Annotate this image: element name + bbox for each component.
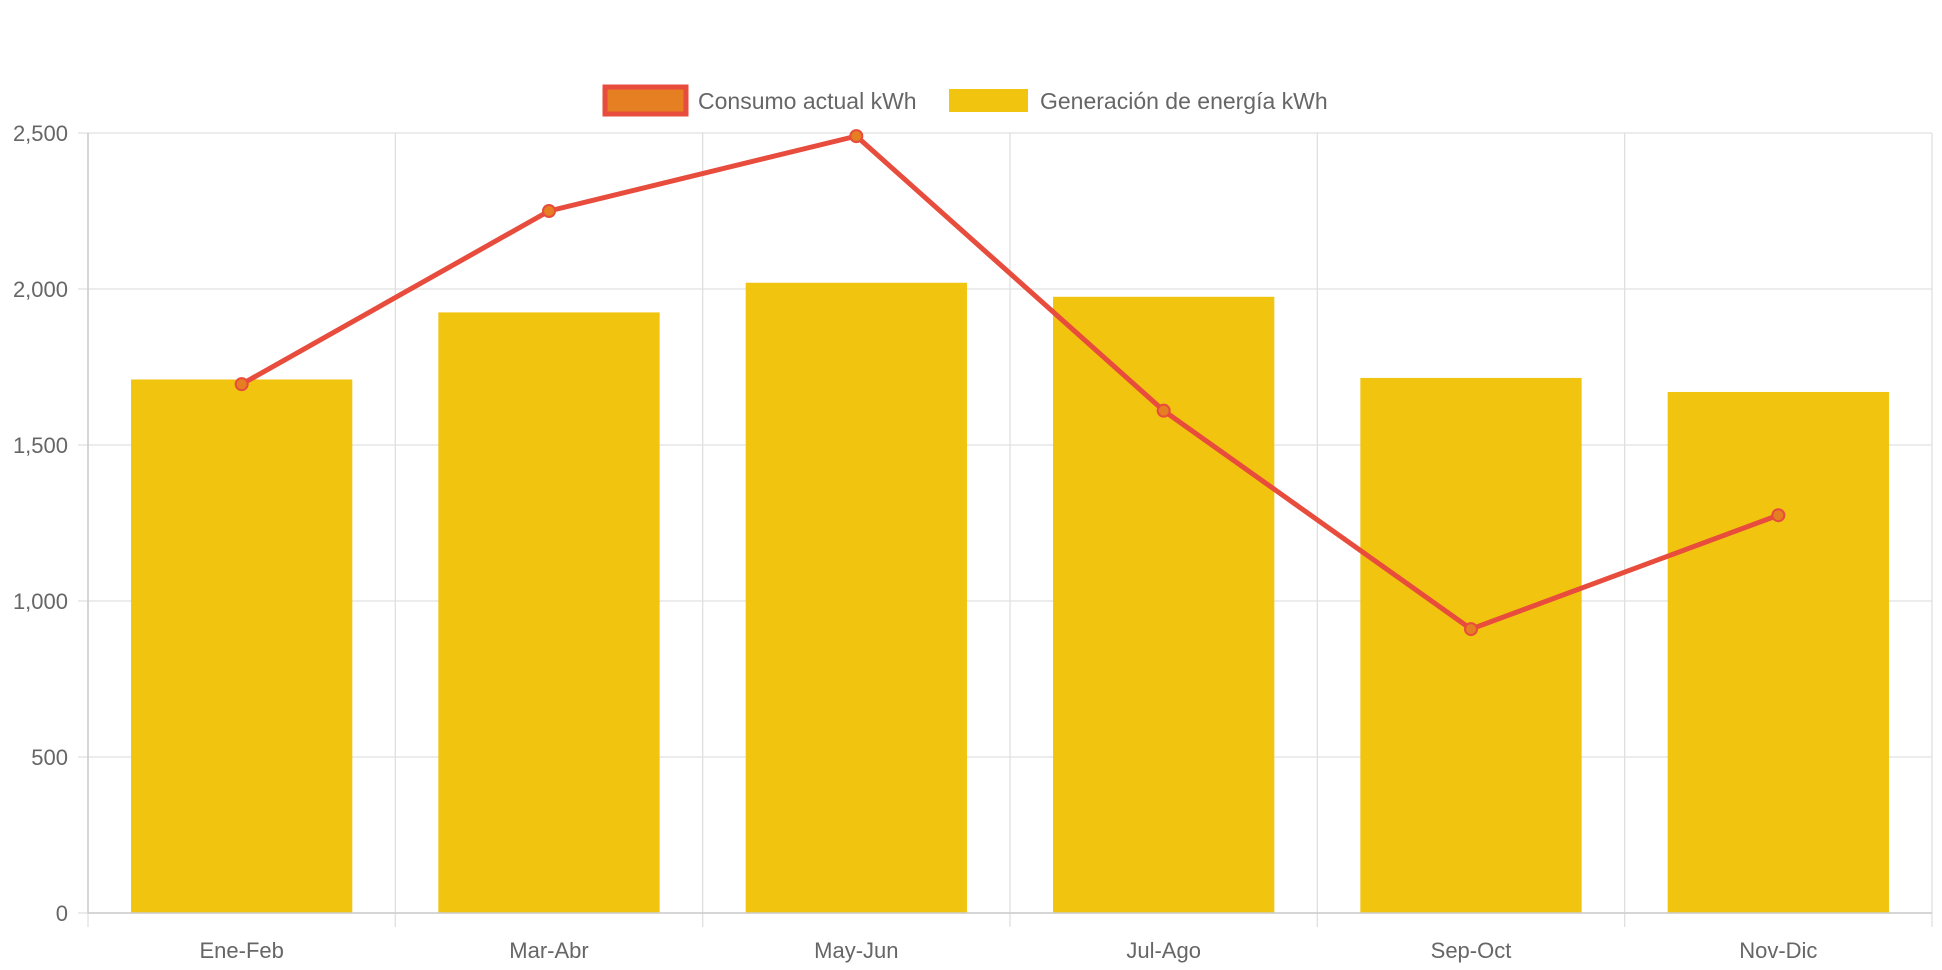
bar-generacion[interactable] bbox=[1053, 296, 1275, 913]
line-consumo bbox=[239, 133, 1781, 632]
y-tick-label: 1,500 bbox=[13, 433, 68, 458]
point-consumo[interactable] bbox=[849, 129, 864, 144]
y-tick-label: 0 bbox=[56, 901, 68, 926]
bar-generacion[interactable] bbox=[1360, 377, 1582, 913]
point-consumo[interactable] bbox=[1156, 403, 1171, 418]
legend-item-generacion[interactable]: Generación de energía kWh bbox=[949, 88, 1328, 114]
y-tick-label: 2,500 bbox=[13, 121, 68, 146]
y-tick-label: 1,000 bbox=[13, 589, 68, 614]
x-tick-label: May-Jun bbox=[814, 938, 898, 963]
legend: Consumo actual kWh Generación de energía… bbox=[602, 84, 1328, 117]
line-series bbox=[234, 129, 1786, 637]
x-tick-label: Nov-Dic bbox=[1739, 938, 1817, 963]
legend-swatch-generacion bbox=[949, 89, 1028, 112]
legend-item-consumo[interactable]: Consumo actual kWh bbox=[602, 84, 917, 117]
bar-generacion[interactable] bbox=[131, 379, 353, 914]
bar-generacion[interactable] bbox=[745, 282, 967, 913]
point-consumo[interactable] bbox=[1464, 622, 1478, 637]
x-tick-label: Jul-Ago bbox=[1126, 938, 1201, 963]
legend-label-consumo: Consumo actual kWh bbox=[698, 88, 917, 114]
point-consumo[interactable] bbox=[1771, 508, 1786, 523]
x-tick-label: Sep-Oct bbox=[1431, 938, 1512, 963]
point-consumo[interactable] bbox=[234, 377, 249, 392]
bar-generacion[interactable] bbox=[1667, 391, 1889, 914]
grid-lines bbox=[87, 132, 1933, 927]
y-tick-label: 2,000 bbox=[13, 277, 68, 302]
axes: 0 500 1,000 1,500 2,000 2,500 Ene-Feb Mar-Abr Ma… bbox=[13, 121, 1932, 963]
y-tick-label: 500 bbox=[31, 745, 68, 770]
bar-series bbox=[131, 282, 1889, 914]
legend-label-generacion: Generación de energía kWh bbox=[1040, 88, 1328, 114]
x-tick-label: Mar-Abr bbox=[509, 938, 588, 963]
x-tick-label: Ene-Feb bbox=[199, 938, 283, 963]
bar-generacion[interactable] bbox=[438, 312, 660, 913]
legend-swatch-consumo bbox=[602, 84, 689, 117]
point-consumo[interactable] bbox=[542, 204, 556, 218]
